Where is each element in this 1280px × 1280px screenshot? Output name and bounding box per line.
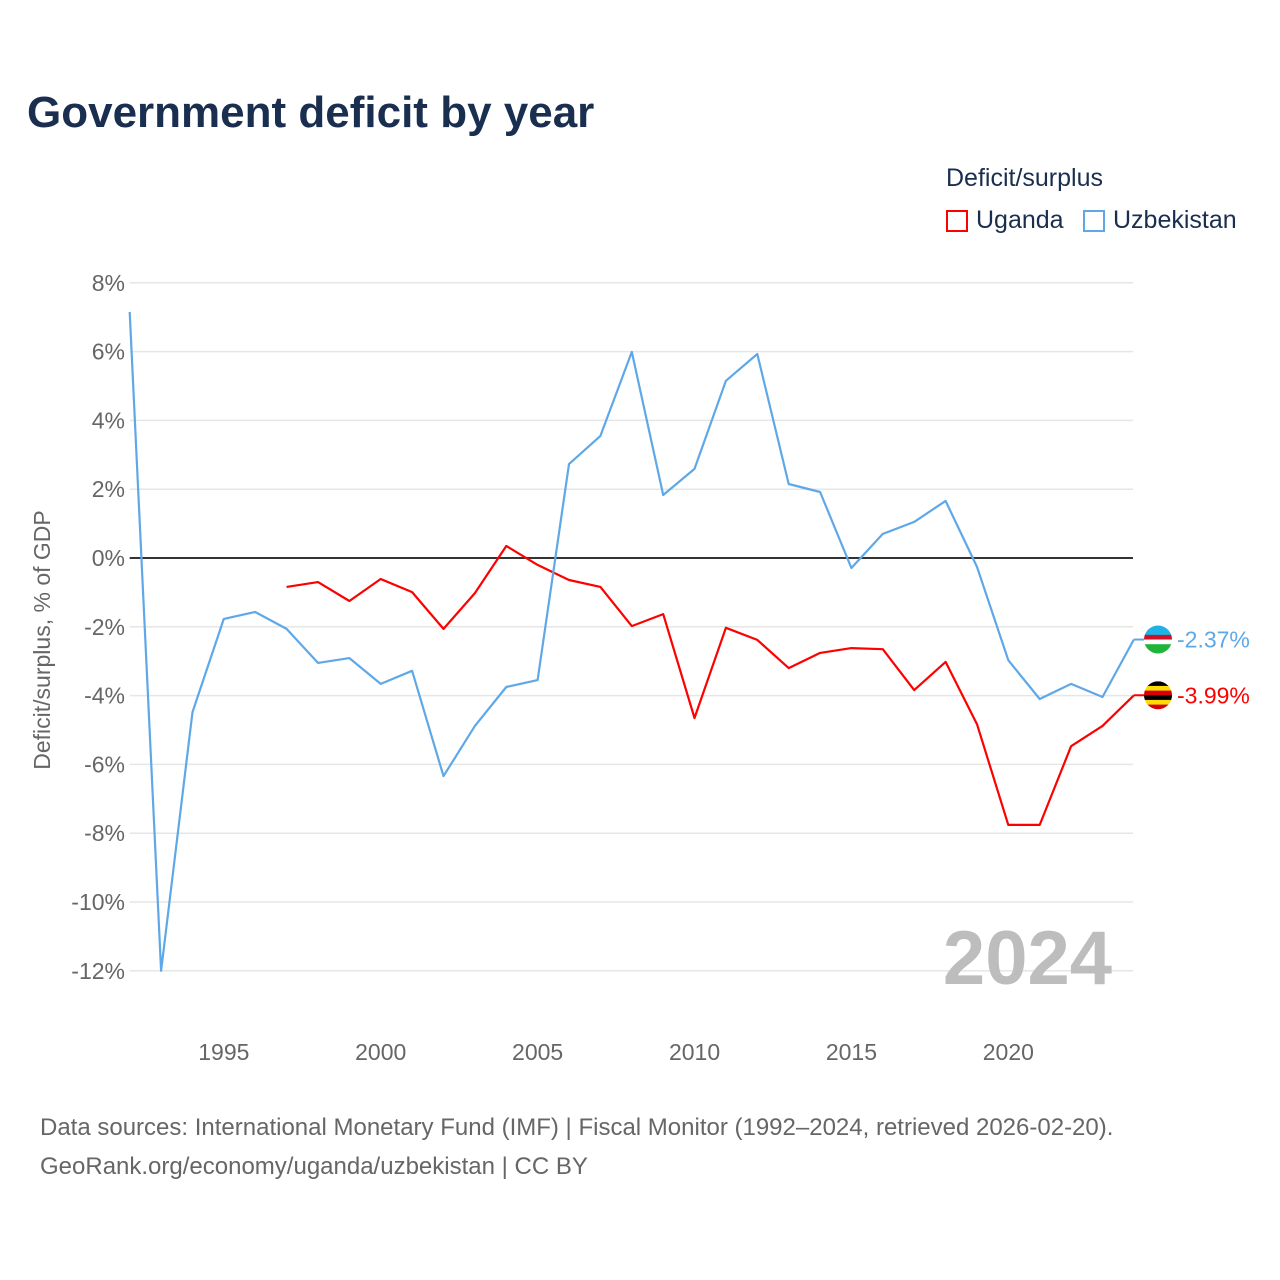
y-tick-label: 2% xyxy=(92,476,125,502)
y-tick-label: 0% xyxy=(92,545,125,571)
legend-swatch-uzbekistan xyxy=(1083,209,1105,232)
source-line: Data sources: International Monetary Fun… xyxy=(40,1114,1114,1141)
legend-label: Uganda xyxy=(976,206,1064,234)
x-tick-label: 2015 xyxy=(826,1039,877,1065)
x-tick-label: 1995 xyxy=(198,1039,249,1065)
legend-item-uzbekistan[interactable]: Uzbekistan xyxy=(1083,206,1237,235)
series-line-uzbekistan xyxy=(128,311,1135,972)
y-tick-label: 6% xyxy=(92,339,125,365)
y-tick-label: -8% xyxy=(84,820,125,846)
chart-title: Government deficit by year xyxy=(27,88,595,137)
y-tick-label: 8% xyxy=(92,270,125,296)
series-line-uganda xyxy=(286,544,1135,827)
legend-item-uganda[interactable]: Uganda xyxy=(946,206,1064,235)
legend-title: Deficit/surplus xyxy=(946,164,1103,192)
y-tick-label: -10% xyxy=(71,889,125,915)
source-url[interactable]: GeoRank.org/economy/uganda/uzbekistan | … xyxy=(40,1153,588,1180)
x-tick-label: 2000 xyxy=(355,1039,406,1065)
year-watermark: 2024 xyxy=(943,916,1112,1001)
end-value-label-uganda: -3.99% xyxy=(1177,682,1250,708)
y-tick-label: -6% xyxy=(84,751,125,777)
y-axis-label: Deficit/surplus, % of GDP xyxy=(29,510,55,769)
y-tick-label: -12% xyxy=(71,958,125,984)
x-tick-label: 2005 xyxy=(512,1039,563,1065)
y-tick-label: -4% xyxy=(84,683,125,709)
legend-label: Uzbekistan xyxy=(1113,206,1237,234)
x-tick-label: 2010 xyxy=(669,1039,720,1065)
data-source-footer: Data sources: International Monetary Fun… xyxy=(40,1108,1113,1186)
y-tick-label: 4% xyxy=(92,407,125,433)
end-value-label-uzbekistan: -2.37% xyxy=(1177,627,1250,653)
x-tick-label: 2020 xyxy=(983,1039,1034,1065)
y-tick-label: -2% xyxy=(84,614,125,640)
uganda-flag-icon xyxy=(1144,681,1172,710)
uzbekistan-flag-icon xyxy=(1144,625,1172,654)
legend-swatch-uganda xyxy=(946,209,968,232)
